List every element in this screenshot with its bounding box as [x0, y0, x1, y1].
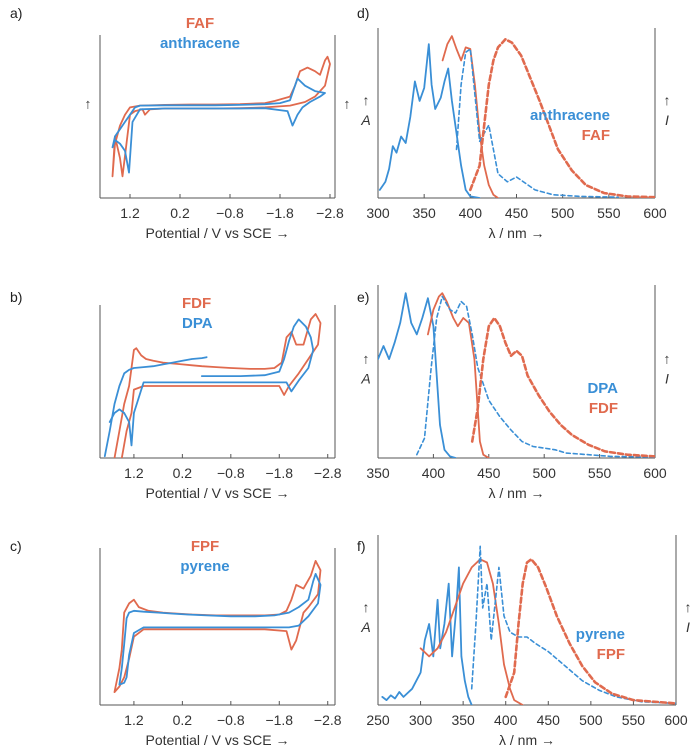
- x-tick-label: −2.8: [316, 205, 344, 221]
- legend-entry: anthracene: [160, 35, 240, 52]
- x-axis-label-a: Potential / V vs SCE →: [146, 225, 290, 241]
- x-tick-label: 0.2: [173, 465, 193, 481]
- x-tick-label: −1.8: [266, 205, 294, 221]
- panel-d: d) 300 350 400 450 500 550 600 λ / nm → ↑ A ↑ Ianthr…: [357, 5, 671, 241]
- panel-label-f: f): [357, 538, 366, 554]
- x-tick-label: −0.8: [217, 712, 245, 728]
- x-tick-label: −0.8: [217, 465, 245, 481]
- legend-entry: FPF: [597, 646, 625, 663]
- series-line-d-3: [469, 38, 655, 198]
- series-line-e-3: [470, 316, 655, 458]
- x-tick-label: 600: [643, 205, 667, 221]
- x-tick-label: 1.2: [120, 205, 140, 221]
- x-tick-label: 350: [412, 205, 436, 221]
- series-line-d-1: [441, 35, 499, 198]
- y-left-arrow-a: ↑: [85, 96, 92, 112]
- x-axis-label-b: Potential / V vs SCE →: [146, 485, 290, 501]
- legend-entry: FDF: [589, 400, 618, 417]
- series-line-d-2: [455, 48, 619, 198]
- panel-label-d: d): [357, 5, 369, 21]
- panel-label-b: b): [10, 289, 22, 305]
- legend-entry: FAF: [582, 127, 610, 144]
- y-right-label-f: I: [686, 619, 690, 635]
- legend-entry: FPF: [191, 538, 219, 555]
- x-tick-label: −0.8: [216, 205, 244, 221]
- y-right-arrow-a: ↑: [344, 96, 351, 112]
- x-tick-label: 550: [588, 465, 612, 481]
- x-tick-label: 550: [622, 712, 646, 728]
- panel-label-c: c): [10, 538, 22, 554]
- panel-c: c) 1.2 0.2 −0.8 −1.8 −2.8 Potential / V vs SCE…: [10, 538, 342, 748]
- series-line-e-2: [416, 295, 655, 458]
- series-line-b-2: [108, 318, 315, 447]
- y-right-arrow-f: ↑: [685, 599, 692, 615]
- series-line-d-0: [378, 43, 481, 198]
- series-line-e-1: [427, 292, 490, 458]
- series-line-c-0: [113, 560, 322, 693]
- y-left-label-d: A: [360, 112, 370, 128]
- x-tick-label: −2.8: [314, 465, 342, 481]
- series-line-f-0: [381, 566, 473, 705]
- legend-entry: pyrene: [576, 626, 625, 643]
- x-tick-label: −1.8: [265, 465, 293, 481]
- x-tick-label: 0.2: [170, 205, 190, 221]
- legend-entry: anthracene: [530, 107, 610, 124]
- y-right-label-d: I: [665, 112, 669, 128]
- x-axis-label-c: Potential / V vs SCE →: [146, 732, 290, 748]
- legend-entry: DPA: [587, 380, 618, 397]
- panel-label-e: e): [357, 289, 369, 305]
- x-tick-label: 0.2: [173, 712, 193, 728]
- legend-entry: FDF: [182, 295, 211, 312]
- series-line-e-0: [378, 292, 457, 458]
- legend-entry: DPA: [182, 315, 213, 332]
- series-line-b-1: [103, 356, 208, 458]
- x-tick-label: 350: [451, 712, 475, 728]
- x-tick-label: 400: [494, 712, 518, 728]
- y-left-label-f: A: [360, 619, 370, 635]
- series-line-c-1: [118, 573, 322, 686]
- x-tick-label: 500: [533, 465, 557, 481]
- x-tick-label: 500: [551, 205, 575, 221]
- x-tick-label: 300: [366, 205, 390, 221]
- series-line-b-0: [113, 313, 322, 458]
- y-right-label-e: I: [665, 371, 669, 387]
- x-tick-label: 450: [477, 465, 501, 481]
- x-axis-label-d: λ / nm →: [488, 225, 544, 241]
- x-tick-label: 450: [537, 712, 561, 728]
- x-tick-label: 600: [664, 712, 688, 728]
- x-tick-label: 400: [459, 205, 483, 221]
- x-tick-label: −2.8: [314, 712, 342, 728]
- panel-label-a: a): [10, 5, 22, 21]
- x-tick-label: 500: [579, 712, 603, 728]
- y-right-arrow-d: ↑: [664, 92, 671, 108]
- panel-a: a) 1.2 0.2 −0.8 −1.8 −2.8 Potential / V vs SCE…: [10, 5, 351, 241]
- panel-b: b) 1.2 0.2 −0.8 −1.8 −2.8 Potential / V vs SCE…: [10, 289, 342, 501]
- panel-f: f) 250 300 350 400 450 500 550 600 λ / nm → ↑ A ↑ Ipy…: [357, 535, 692, 748]
- x-tick-label: 1.2: [124, 465, 144, 481]
- legend-entry: FAF: [186, 15, 214, 32]
- series-line-a-1: [111, 77, 326, 174]
- y-left-arrow-d: ↑: [363, 92, 370, 108]
- y-left-arrow-e: ↑: [363, 351, 370, 367]
- x-axis-label-f: λ / nm →: [499, 732, 555, 748]
- x-tick-label: −1.8: [265, 712, 293, 728]
- x-tick-label: 300: [409, 712, 433, 728]
- series-line-f-2: [470, 545, 676, 705]
- panel-e: e) 350 400 450 500 550 600 λ / nm → ↑ A ↑ I DPA FDF: [357, 285, 671, 501]
- x-tick-label: 450: [505, 205, 529, 221]
- x-tick-label: 1.2: [124, 712, 144, 728]
- y-left-label-e: A: [360, 371, 370, 387]
- x-tick-label: 600: [643, 465, 667, 481]
- series-line-f-3: [504, 558, 676, 705]
- y-left-arrow-f: ↑: [363, 599, 370, 615]
- x-tick-label: 350: [366, 465, 390, 481]
- x-tick-label: 250: [366, 712, 390, 728]
- x-axis-label-e: λ / nm →: [488, 485, 544, 501]
- y-right-arrow-e: ↑: [664, 351, 671, 367]
- legend-entry: pyrene: [180, 558, 229, 575]
- x-tick-label: 400: [422, 465, 446, 481]
- x-tick-label: 550: [597, 205, 621, 221]
